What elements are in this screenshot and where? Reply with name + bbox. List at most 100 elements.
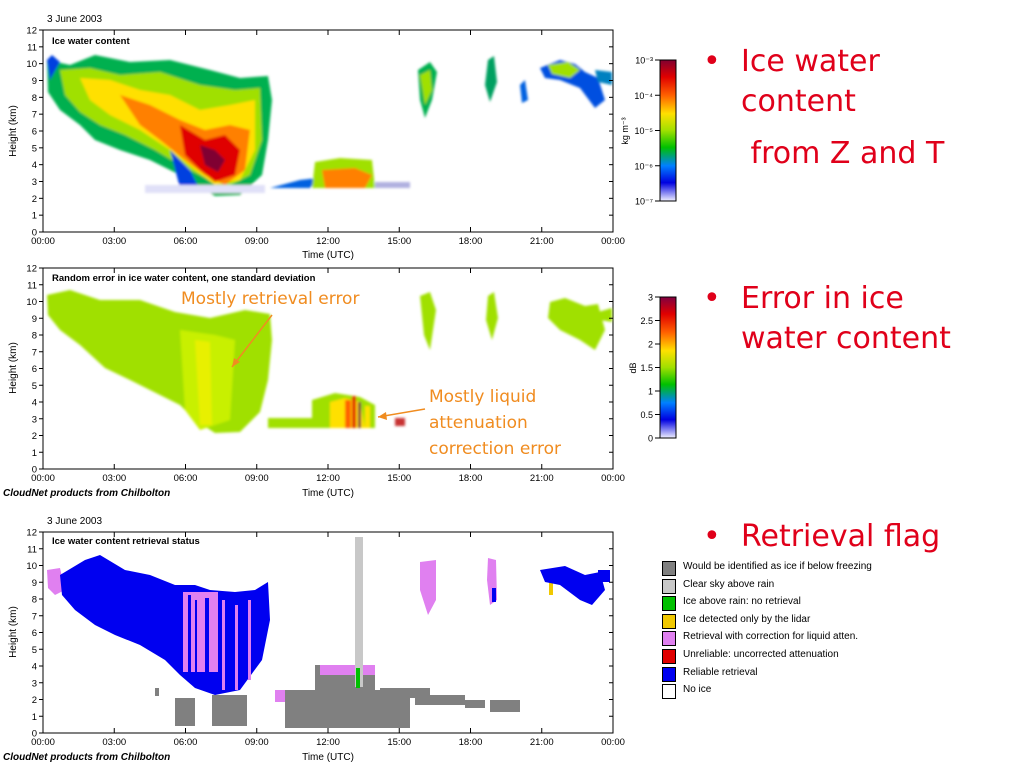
legend-item: Clear sky above rain <box>662 578 912 596</box>
x-tick-label: 06:00 <box>174 236 198 247</box>
y-tick-label: 10 <box>26 561 37 572</box>
y-tick-label: 7 <box>32 611 37 622</box>
legend-label: Ice detected only by the lidar <box>683 613 811 625</box>
x-tick-label: 18:00 <box>459 737 483 748</box>
panel1-x-label: Time (UTC) <box>302 250 354 261</box>
bullet1-line1: Ice water <box>741 44 880 79</box>
y-tick-label: 6 <box>32 628 37 639</box>
colorbar1 <box>659 59 677 202</box>
legend-label: No ice <box>683 684 712 696</box>
bullet3-line1: Retrieval flag <box>741 519 941 554</box>
bullet1-line3: from Z and T <box>741 136 945 171</box>
legend-swatch <box>662 596 676 612</box>
x-tick-label: 21:00 <box>530 473 554 484</box>
panel2-title: Random error in ice water content, one s… <box>52 273 316 284</box>
legend-label: Retrieval with correction for liquid att… <box>683 631 859 643</box>
retrieval-status-legend: Would be identified as ice if below free… <box>662 560 912 701</box>
panel-retrieval-status: 3 June 2003 Ice water content retrieval … <box>26 516 624 748</box>
x-tick-label: 00:00 <box>601 737 625 748</box>
y-tick-label: 8 <box>32 93 37 104</box>
y-tick-label: 9 <box>32 578 37 589</box>
colorbar2-ticks: 3 2.5 2 1.5 1 0.5 0 <box>640 293 660 444</box>
y-tick-label: 2 <box>32 194 37 205</box>
legend-item: Ice above rain: no retrieval <box>662 595 912 613</box>
x-tick-label: 03:00 <box>102 737 126 748</box>
legend-swatch <box>662 613 676 629</box>
legend-swatch <box>662 648 676 664</box>
colorbar-tick-label: 10⁻⁵ <box>635 126 654 136</box>
legend-swatch <box>662 578 676 594</box>
panel-ice-water-content: 3 June 2003 Ice water content <box>42 14 614 233</box>
y-tick-label: 7 <box>32 110 37 121</box>
colorbar1-unit: kg m⁻³ <box>620 117 630 144</box>
x-tick-label: 15:00 <box>387 737 411 748</box>
legend-item: Retrieval with correction for liquid att… <box>662 630 912 648</box>
x-tick-label: 21:00 <box>530 236 554 247</box>
y-tick-label: 10 <box>26 297 37 308</box>
x-tick-label: 00:00 <box>31 737 55 748</box>
y-tick-label: 10 <box>26 59 37 70</box>
bullet2-line2: water content <box>741 321 951 356</box>
bullet-dot: • <box>703 44 721 79</box>
legend-swatch <box>662 666 676 682</box>
y-tick-label: 4 <box>32 662 37 673</box>
y-tick-label: 9 <box>32 314 37 325</box>
y-tick-label: 5 <box>32 381 37 392</box>
y-tick-label: 11 <box>27 280 37 291</box>
x-tick-label: 06:00 <box>174 737 198 748</box>
y-tick-label: 11 <box>27 42 37 53</box>
y-tick-label: 12 <box>26 528 37 539</box>
annotation-arrowhead-2 <box>378 412 387 420</box>
panel-error: Random error in ice water content, one s… <box>26 264 624 485</box>
y-tick-label: 1 <box>32 448 37 459</box>
y-tick-label: 8 <box>32 331 37 342</box>
colorbar-tick-label: 1 <box>648 387 653 397</box>
colorbar-tick-label: 2.5 <box>640 316 653 326</box>
annotation-liquid-line2: attenuation <box>429 413 528 433</box>
panel3-x-label: Time (UTC) <box>302 752 354 763</box>
legend-item: No ice <box>662 683 912 701</box>
x-tick-label: 03:00 <box>102 473 126 484</box>
x-tick-label: 00:00 <box>31 236 55 247</box>
y-tick-label: 5 <box>32 143 37 154</box>
panel3-data <box>47 537 610 728</box>
panel2-data <box>47 290 612 433</box>
annotation-retrieval-error: Mostly retrieval error <box>181 289 359 309</box>
panel2-y-label: Height (km) <box>8 342 19 394</box>
panel2-x-label: Time (UTC) <box>302 488 354 499</box>
panel1-date: 3 June 2003 <box>47 14 102 25</box>
y-tick-label: 12 <box>26 26 37 37</box>
y-tick-label: 9 <box>32 76 37 87</box>
y-tick-label: 2 <box>32 695 37 706</box>
annotation-liquid-line1: Mostly liquid <box>429 387 536 407</box>
x-tick-label: 18:00 <box>459 473 483 484</box>
x-tick-label: 00:00 <box>601 236 625 247</box>
x-tick-label: 15:00 <box>387 473 411 484</box>
legend-item: Ice detected only by the lidar <box>662 613 912 631</box>
colorbar-tick-label: 10⁻³ <box>635 56 653 66</box>
panel1-data <box>47 55 612 196</box>
panel3-y-label: Height (km) <box>8 606 19 658</box>
x-tick-label: 06:00 <box>174 473 198 484</box>
y-tick-label: 3 <box>32 678 37 689</box>
colorbar-tick-label: 2 <box>648 340 653 350</box>
bullet2-line1: Error in ice <box>741 281 904 316</box>
y-tick-label: 11 <box>27 544 37 555</box>
x-tick-label: 12:00 <box>316 473 340 484</box>
x-tick-label: 09:00 <box>245 473 269 484</box>
legend-swatch <box>662 631 676 647</box>
colorbar2 <box>659 296 677 439</box>
y-tick-label: 3 <box>32 414 37 425</box>
bullet-dot: • <box>703 281 721 316</box>
x-tick-label: 21:00 <box>530 737 554 748</box>
x-tick-label: 18:00 <box>459 236 483 247</box>
legend-item: Unreliable: uncorrected attenuation <box>662 648 912 666</box>
colorbar-tick-label: 3 <box>648 293 653 303</box>
legend-item: Would be identified as ice if below free… <box>662 560 912 578</box>
bullet1-line2: content <box>741 84 856 119</box>
x-tick-label: 09:00 <box>245 236 269 247</box>
